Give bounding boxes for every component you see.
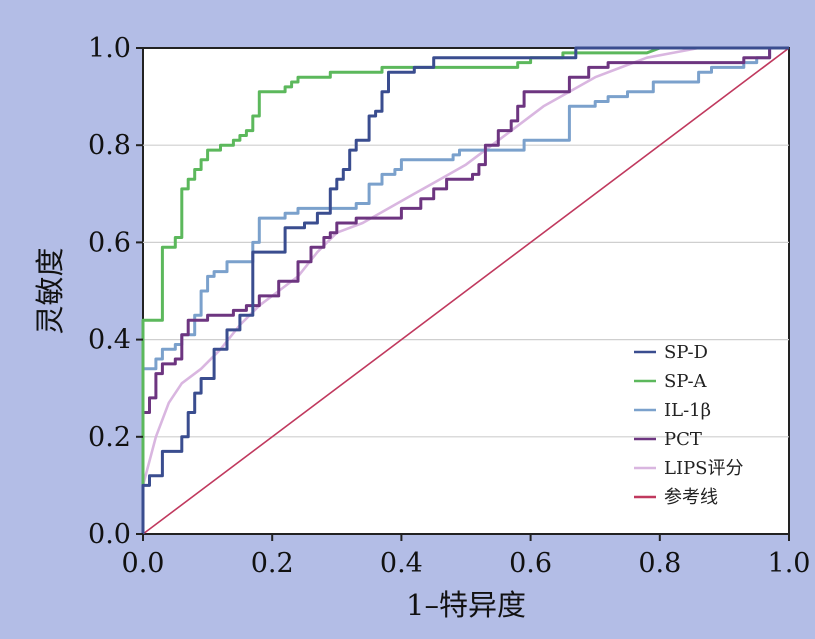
series-line-2 [141,46,789,534]
series-lines [141,46,790,535]
legend-label: SP-A [664,371,708,392]
y-tick-label: 0.0 [88,519,131,550]
x-axis-title: 1–特异度 [406,588,526,622]
y-tick-label: 0.2 [88,422,131,453]
series-line-5 [142,47,790,535]
x-tick-label: 0.4 [380,548,423,579]
x-tick-label: 0.0 [122,548,165,579]
x-tick-label: 1.0 [768,548,811,579]
x-tick-label: 0.6 [509,548,552,579]
x-axis-ticks: 0.0 0.2 0.4 0.6 0.8 1.0 [122,534,811,579]
legend-label: PCT [664,429,702,450]
y-tick-label: 0.4 [88,325,131,356]
series-line-1 [141,46,789,534]
legend-label: SP-D [664,342,708,363]
y-axis-ticks: 0.0 0.2 0.4 0.6 0.8 1.0 [88,33,143,550]
series-line-0 [141,46,789,534]
y-axis-title: 灵敏度 [33,247,67,334]
series-line-4 [141,46,789,534]
legend-label: LIPS评分 [664,458,744,479]
y-tick-label: 1.0 [88,33,131,64]
series-line-3 [141,46,789,534]
y-tick-label: 0.6 [88,227,131,258]
legend-label: IL-1β [664,400,711,421]
y-tick-label: 0.8 [88,130,131,161]
gridlines [143,144,789,438]
x-tick-label: 0.8 [638,548,681,579]
x-tick-label: 0.2 [251,548,294,579]
legend-label: 参考线 [664,487,718,508]
